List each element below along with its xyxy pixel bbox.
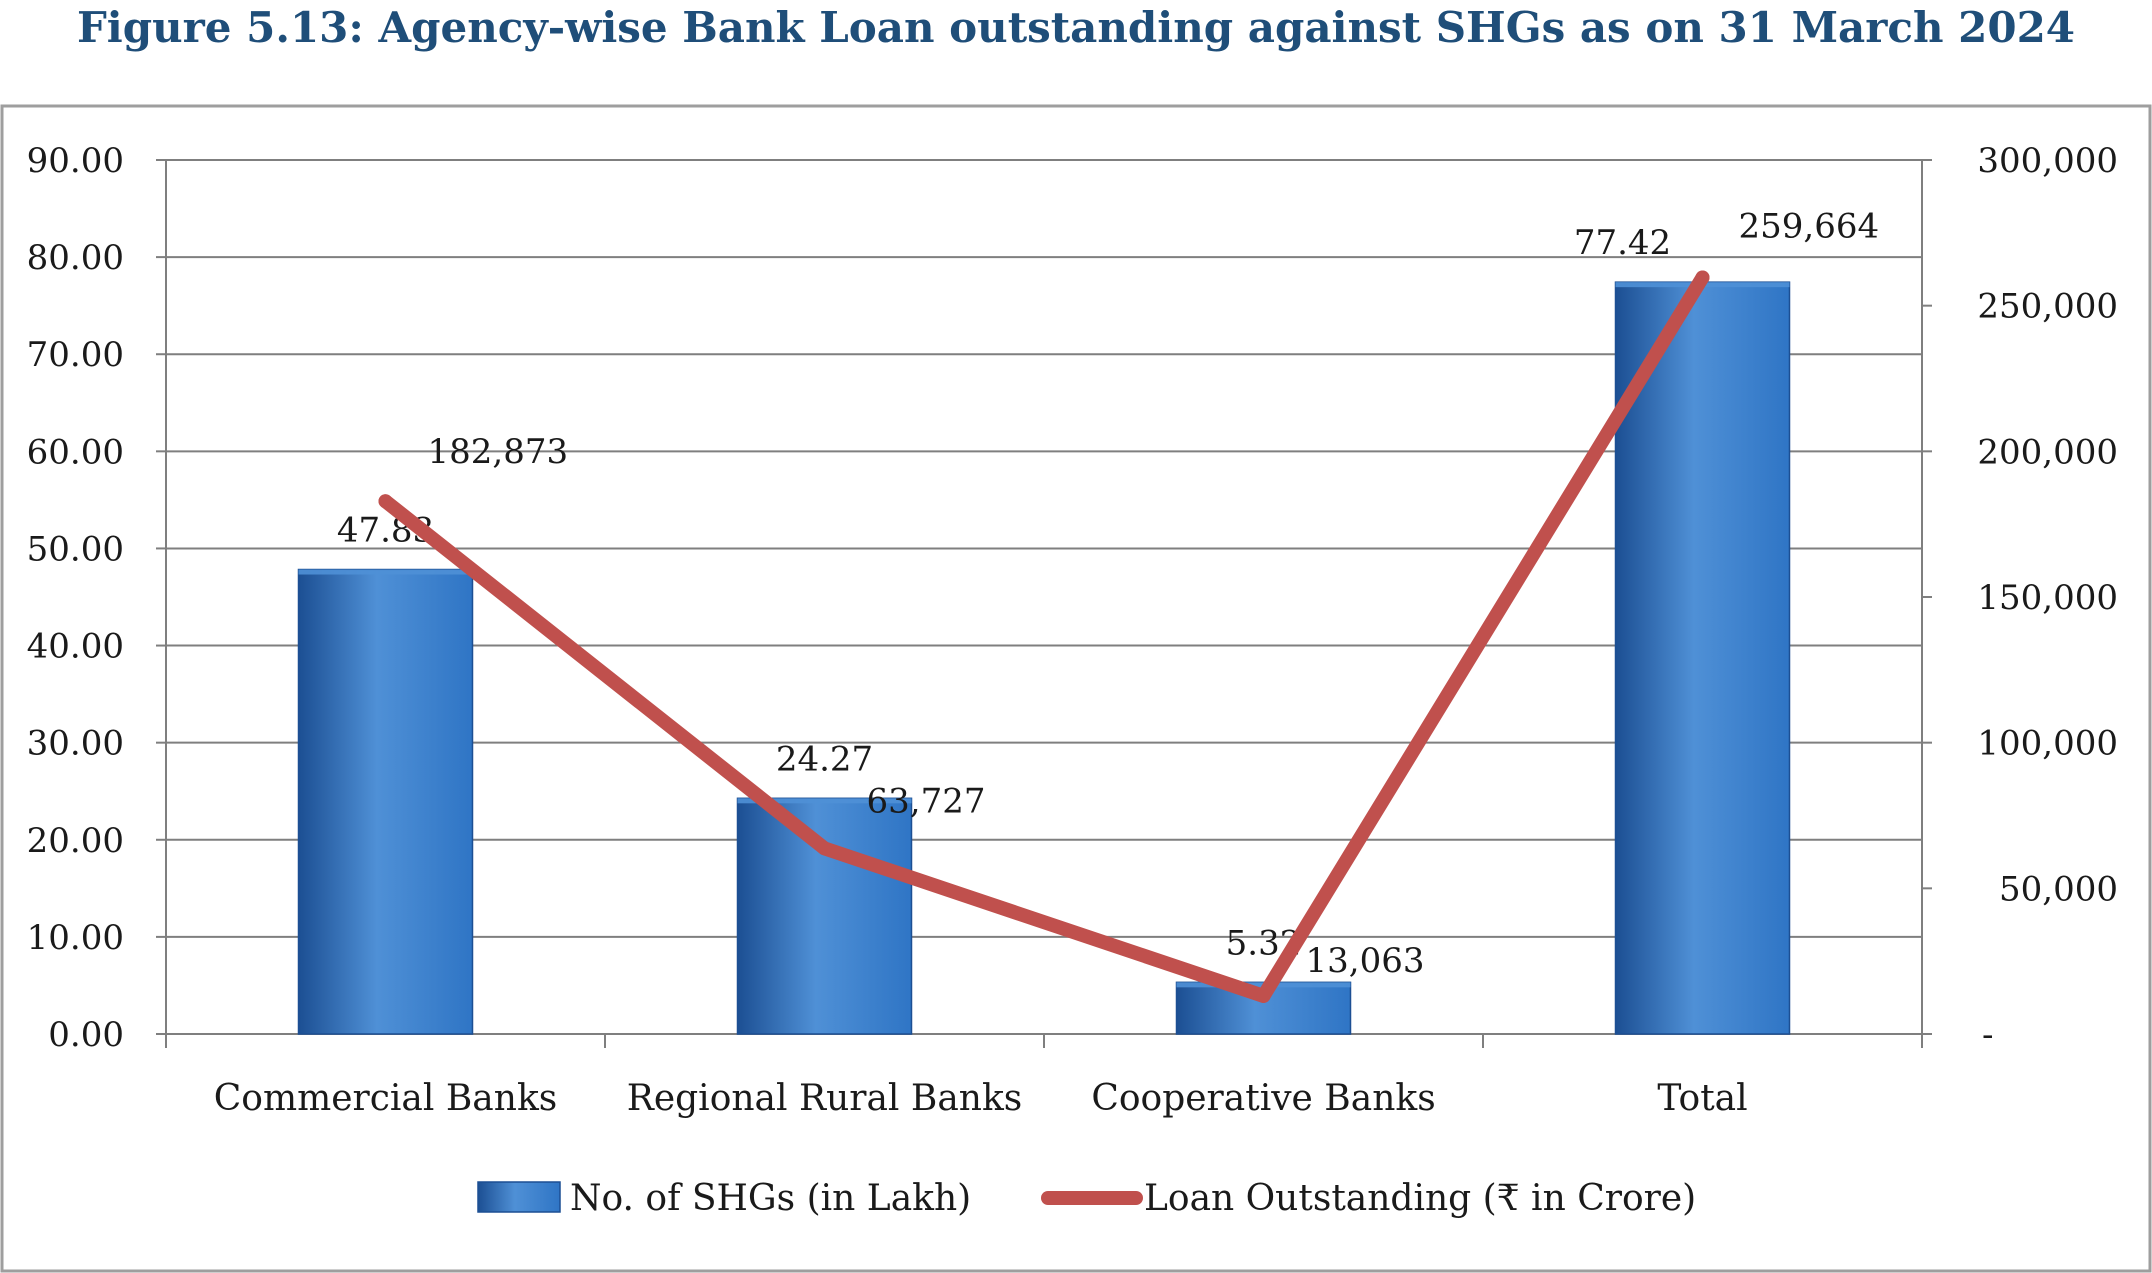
y-left-tick-label: 0.00 xyxy=(48,1015,124,1055)
line-point xyxy=(1695,270,1710,285)
y-left-tick-label: 50.00 xyxy=(27,529,124,569)
bar xyxy=(1614,281,1791,1035)
y-right-tick-label: 100,000 xyxy=(1977,724,2118,764)
y-left-tick-label: 30.00 xyxy=(27,724,124,764)
y-right-tick-label: 250,000 xyxy=(1977,287,2118,327)
y-left-tick-label: 70.00 xyxy=(27,335,124,375)
x-tick-label: Total xyxy=(1657,1078,1747,1119)
y-right-tick-label: 50,000 xyxy=(1999,869,2118,909)
figure-title: Figure 5.13: Agency-wise Bank Loan outst… xyxy=(77,3,2075,52)
bar-data-label: 24.27 xyxy=(776,739,873,779)
line-data-label: 63,727 xyxy=(867,781,986,821)
legend-label-bars: No. of SHGs (in Lakh) xyxy=(570,1178,971,1219)
x-tick-label: Commercial Banks xyxy=(214,1078,558,1119)
x-tick-label: Cooperative Banks xyxy=(1091,1078,1435,1119)
line-point xyxy=(817,841,832,856)
line-data-label: 13,063 xyxy=(1306,941,1425,981)
bar-top-highlight xyxy=(298,569,473,575)
bar-data-label: 77.42 xyxy=(1574,223,1671,263)
y-right-tick-label: 300,000 xyxy=(1977,141,2118,181)
legend-item-line: Loan Outstanding (₹ in Crore) xyxy=(1041,1178,1696,1219)
bar xyxy=(297,568,474,1035)
y-left-tick-label: 80.00 xyxy=(27,238,124,278)
legend-label-line: Loan Outstanding (₹ in Crore) xyxy=(1144,1178,1696,1219)
y-left-tick-label: 20.00 xyxy=(27,821,124,861)
line-data-label: 259,664 xyxy=(1739,207,1880,247)
legend-item-bars: No. of SHGs (in Lakh) xyxy=(477,1178,971,1219)
bar xyxy=(736,797,913,1035)
legend-swatch-bar xyxy=(477,1181,561,1213)
y-right-tick-label: - xyxy=(1982,1015,1994,1055)
y-left-tick-label: 90.00 xyxy=(27,141,124,181)
line-data-label: 182,873 xyxy=(428,432,569,472)
y-right-tick-label: 150,000 xyxy=(1977,578,2118,618)
line-point xyxy=(1256,988,1271,1003)
y-left-tick-label: 40.00 xyxy=(27,627,124,667)
bar-top-highlight xyxy=(737,798,912,804)
y-right-tick-label: 200,000 xyxy=(1977,432,2118,472)
x-tick-label: Regional Rural Banks xyxy=(627,1078,1023,1119)
series-line-loan-outstanding xyxy=(378,270,1710,1003)
line-point xyxy=(378,494,393,509)
y-left-tick-label: 10.00 xyxy=(27,918,124,958)
y-left-tick-label: 60.00 xyxy=(27,432,124,472)
chart-frame xyxy=(0,104,2152,1273)
